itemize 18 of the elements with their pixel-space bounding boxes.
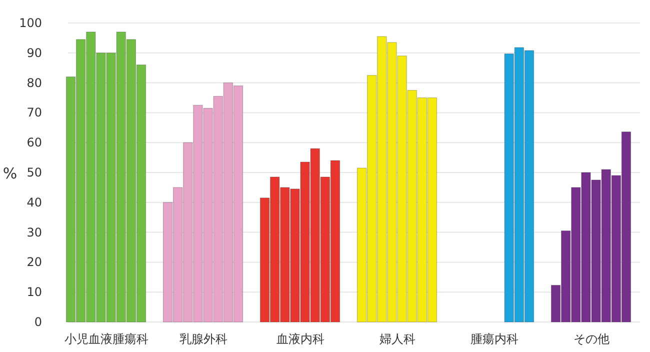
y-axis-title: % [2, 164, 18, 182]
y-tick-label: 100 [19, 16, 42, 30]
x-tick-label: 婦人科 [380, 332, 416, 346]
x-tick-label: 小児血液腫瘍科 [64, 332, 148, 346]
y-tick-label: 60 [26, 136, 42, 150]
y-tick-label: 70 [26, 106, 42, 120]
y-tick-label: 90 [26, 46, 42, 60]
y-tick-label: 40 [26, 195, 42, 210]
x-tick-label: 乳腺外科 [180, 332, 228, 346]
x-tick-label: 腫瘍内科 [470, 332, 518, 346]
y-tick-label: 50 [26, 166, 42, 180]
y-tick-label: 10 [26, 285, 42, 300]
y-tick-label: 0 [34, 315, 42, 329]
y-tick-label: 20 [26, 255, 42, 270]
x-tick-label: その他 [574, 332, 610, 346]
y-tick-label: 30 [26, 225, 42, 240]
y-tick-label: 80 [26, 76, 42, 90]
x-tick-label: 血液内科 [276, 332, 324, 346]
